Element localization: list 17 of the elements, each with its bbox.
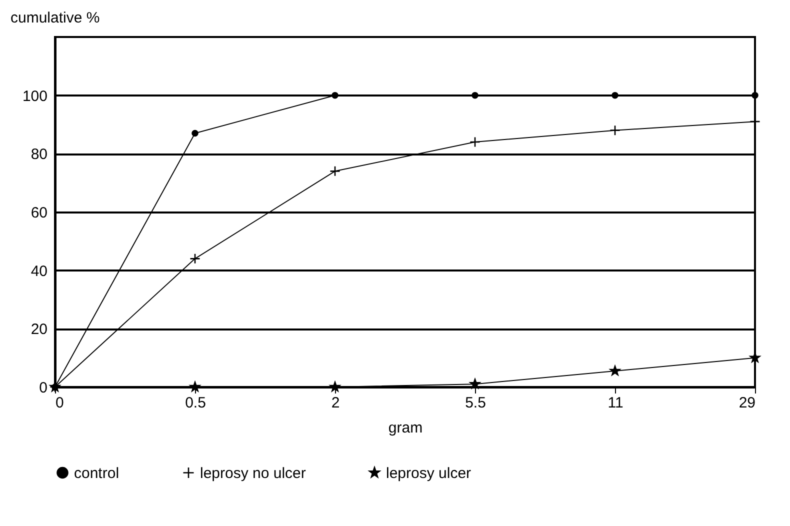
- legend-label: leprosy ulcer: [386, 464, 472, 482]
- legend-label: leprosy no ulcer: [200, 464, 306, 482]
- x-tick-label: 5.5: [465, 394, 486, 412]
- x-tick-label: 0: [56, 394, 64, 412]
- y-tick-label: 20: [30, 321, 48, 338]
- y-tick-label: 80: [30, 146, 48, 164]
- y-tick-label: 40: [30, 262, 48, 280]
- y-axis-title: cumulative %: [10, 10, 100, 26]
- x-tick-label: 0.5: [185, 394, 206, 412]
- x-axis-title: gram: [388, 420, 423, 436]
- legend-label: control: [74, 464, 120, 482]
- y-tick-label: 100: [22, 88, 48, 105]
- y-tick-label: 0: [39, 380, 48, 396]
- x-tick-label: 2: [331, 394, 340, 412]
- x-tick-label: 29: [738, 394, 756, 412]
- x-tick-label: 11: [608, 394, 624, 412]
- y-tick-label: 60: [30, 204, 48, 222]
